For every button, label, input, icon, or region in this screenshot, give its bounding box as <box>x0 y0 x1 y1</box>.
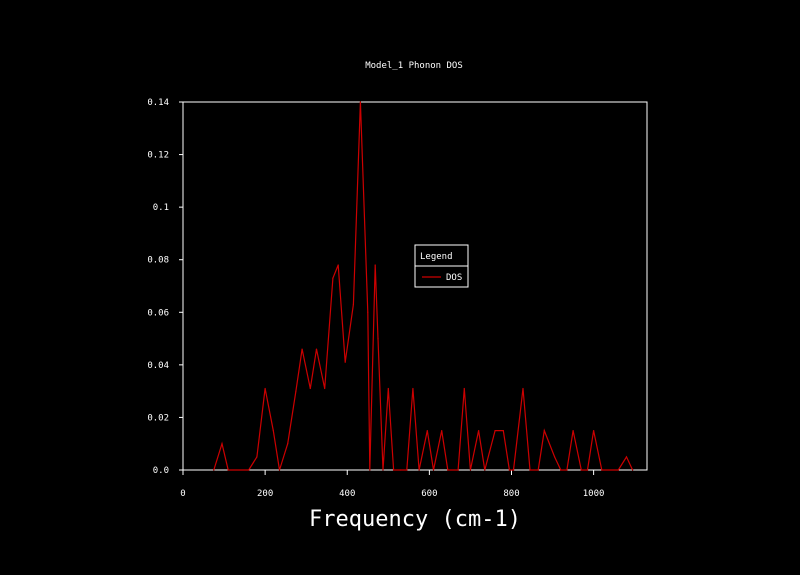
legend-entry-frame <box>414 265 469 288</box>
data-point <box>248 469 250 471</box>
data-point <box>566 469 568 471</box>
data-point <box>502 429 504 432</box>
data-point <box>463 387 465 390</box>
data-point <box>406 469 408 471</box>
data-point <box>508 469 511 471</box>
data-point <box>426 429 428 432</box>
data-point <box>387 387 389 390</box>
data-point <box>344 361 346 363</box>
data-point <box>264 387 266 390</box>
data-point <box>301 348 303 350</box>
y-tick-label: 0.06 <box>147 308 169 318</box>
data-point <box>543 429 545 432</box>
data-point <box>529 469 531 471</box>
data-point <box>377 337 379 340</box>
data-point <box>617 469 619 471</box>
data-point <box>359 101 361 103</box>
y-tick-label: 0.08 <box>147 256 169 266</box>
data-point <box>309 387 311 390</box>
chart-title: Model_1 Phonon DOS <box>365 61 463 71</box>
y-tick-label: 0.02 <box>147 413 169 423</box>
data-point <box>560 469 562 471</box>
data-point <box>256 456 258 458</box>
data-point <box>522 387 524 390</box>
data-point <box>287 443 289 445</box>
data-point <box>632 469 634 471</box>
data-point <box>295 390 297 392</box>
data-point <box>337 264 339 266</box>
series-line-dos <box>213 101 634 471</box>
data-point <box>586 469 589 471</box>
x-tick-label: 1000 <box>583 489 605 499</box>
data-point <box>324 387 326 390</box>
data-point <box>374 264 376 266</box>
data-point <box>572 429 574 432</box>
x-tick-label: 0 <box>180 489 185 499</box>
x-tick-label: 400 <box>339 489 355 499</box>
x-tick-label: 800 <box>503 489 519 499</box>
data-point <box>278 469 281 471</box>
x-axis-label: Frequency (cm-1) <box>309 507 521 532</box>
y-tick-label: 0.0 <box>153 466 169 476</box>
legend-title: Legend <box>420 252 453 262</box>
data-point <box>221 443 223 445</box>
data-point <box>432 469 435 471</box>
data-point <box>332 277 334 279</box>
data-point <box>412 387 414 390</box>
data-point <box>554 456 556 458</box>
data-point <box>447 469 449 471</box>
x-tick-label: 600 <box>421 489 437 499</box>
data-point <box>494 429 496 432</box>
y-tick-label: 0.14 <box>147 98 169 108</box>
data-point <box>601 469 603 471</box>
data-point <box>593 429 595 432</box>
legend-label-dos: DOS <box>446 273 462 283</box>
legend: Legend DOS <box>414 244 469 288</box>
y-axis: 0.0 0.02 0.04 0.06 0.08 0.1 0.12 0.14 <box>147 98 183 476</box>
data-point <box>393 469 395 471</box>
data-point <box>400 469 402 471</box>
data-point <box>227 469 229 471</box>
data-point <box>478 429 480 432</box>
data-point <box>418 469 420 471</box>
data-point <box>441 429 443 432</box>
data-point <box>512 469 515 471</box>
data-point <box>213 469 215 471</box>
x-tick-label: 200 <box>257 489 273 499</box>
data-point <box>369 469 371 471</box>
data-point <box>469 469 472 471</box>
data-point <box>457 469 459 471</box>
y-tick-label: 0.04 <box>147 361 169 371</box>
data-point <box>537 469 539 471</box>
y-tick-label: 0.1 <box>153 203 169 213</box>
data-point <box>352 303 355 305</box>
x-axis: 0 200 400 600 800 1000 <box>180 470 604 499</box>
data-point <box>315 348 318 350</box>
data-point <box>272 429 274 432</box>
data-point <box>625 456 628 458</box>
y-tick-label: 0.12 <box>147 151 169 161</box>
series-layer <box>213 101 634 471</box>
plot-area-frame <box>182 101 648 471</box>
data-point <box>367 311 369 313</box>
data-point <box>382 469 384 471</box>
data-point <box>484 469 486 471</box>
data-point <box>580 469 582 471</box>
